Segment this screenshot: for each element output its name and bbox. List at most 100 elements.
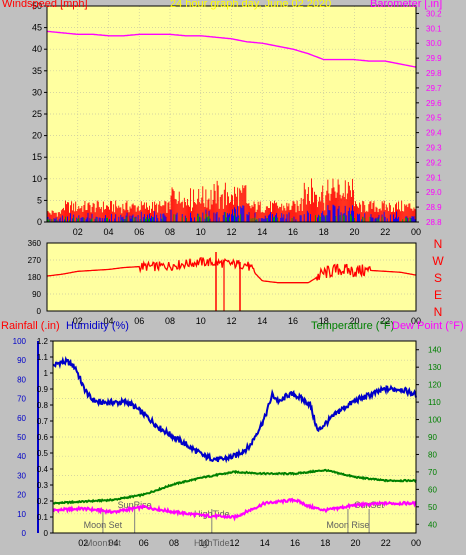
x-tick-label: 06 bbox=[134, 227, 144, 237]
degree-tick-label: 180 bbox=[28, 273, 42, 282]
x-tick-label: 02 bbox=[78, 538, 88, 548]
humidity-tick-label: 60 bbox=[17, 414, 26, 423]
dewpoint-axis-label: Dew Point (°F) bbox=[392, 320, 464, 332]
x-tick-label: 18 bbox=[320, 538, 330, 548]
temperature-tick-label: 90 bbox=[428, 433, 437, 442]
wind-direction-line bbox=[46, 256, 417, 284]
humidity-tick-label: 100 bbox=[13, 337, 27, 346]
humidity-line bbox=[52, 355, 417, 464]
temperature-axis-ticks: 40 50 60 70 80 90 100 110 120 130 140 bbox=[416, 346, 442, 529]
humidity-tick-label: 0 bbox=[22, 529, 27, 538]
rainfall-axis-ticks: 0 0.1 0.2 0.3 0.4 0.5 0.6 0.7 0.8 0.9 1 1.1 1.2 bbox=[37, 337, 53, 538]
temperature-tick-label: 80 bbox=[428, 450, 437, 459]
event-label: Moon Set bbox=[84, 520, 123, 530]
rainfall-axis-label: Rainfall (.in) bbox=[1, 320, 60, 332]
temperature-tick-label: 140 bbox=[428, 346, 442, 355]
windspeed-tick-label: 5 bbox=[37, 195, 42, 205]
direction-panel-border bbox=[46, 242, 417, 312]
barometer-axis-label: Barometer [.in] bbox=[370, 0, 443, 10]
chart-title: 24 hour graph day, June 02 2020 bbox=[170, 0, 332, 10]
x-tick-label: 14 bbox=[257, 227, 267, 237]
barometer-tick-label: 29.2 bbox=[426, 158, 442, 167]
windspeed-series bbox=[46, 178, 416, 222]
x-tick-label: 00 bbox=[411, 538, 421, 548]
x-tick-label: 12 bbox=[226, 227, 236, 237]
windspeed-tick-label: 10 bbox=[32, 174, 42, 184]
windspeed-tick-label: 35 bbox=[32, 66, 42, 76]
windspeed-tick-label: 50 bbox=[32, 1, 42, 11]
barometer-tick-label: 30.0 bbox=[426, 39, 442, 48]
direction-degree-ticks: 360 270 180 90 0 bbox=[28, 239, 42, 316]
rainfall-tick-label: 0.7 bbox=[37, 417, 49, 426]
dewpoint-line bbox=[52, 497, 417, 522]
x-tick-label: 08 bbox=[165, 227, 175, 237]
direction-panel-background bbox=[47, 243, 416, 311]
barometer-tick-label: 30.2 bbox=[426, 9, 442, 18]
x-tick-label: 16 bbox=[290, 538, 300, 548]
barometer-tick-label: 29.3 bbox=[426, 144, 442, 153]
compass-tick-label: W bbox=[432, 254, 444, 268]
x-tick-label: 04 bbox=[103, 316, 113, 326]
barometer-tick-label: 28.9 bbox=[426, 203, 442, 212]
barometer-axis-ticks: 28.8 28.9 29.0 29.1 29.2 29.3 29.4 29.5 29.6 29.7… bbox=[416, 9, 442, 227]
rainfall-tick-label: 0.2 bbox=[37, 497, 49, 506]
barometer-tick-label: 28.8 bbox=[426, 218, 442, 227]
bottom-event-labels: MoonSet HighTide bbox=[85, 538, 230, 548]
compass-tick-label: N bbox=[434, 305, 443, 319]
x-tick-label: 02 bbox=[73, 316, 83, 326]
x-tick-label: 06 bbox=[139, 538, 149, 548]
windspeed-tick-label: 15 bbox=[32, 152, 42, 162]
humidity-tick-label: 50 bbox=[17, 433, 26, 442]
x-tick-label: 22 bbox=[381, 538, 391, 548]
humidity-axis-label: Humidity (%) bbox=[66, 320, 129, 332]
compass-tick-label: E bbox=[434, 288, 442, 302]
x-tick-label: 00 bbox=[411, 227, 421, 237]
rainfall-tick-label: 0.9 bbox=[37, 385, 49, 394]
x-tick-label: 04 bbox=[108, 538, 118, 548]
x-tick-label: 12 bbox=[226, 316, 236, 326]
x-tick-label: 22 bbox=[380, 316, 390, 326]
humidity-tick-label: 70 bbox=[17, 395, 26, 404]
temperature-tick-label: 120 bbox=[428, 381, 442, 390]
windspeed-axis-ticks: 0 5 10 15 20 25 30 35 40 45 50 bbox=[32, 1, 47, 227]
windspeed-axis-label: Windspeed [mph] bbox=[2, 0, 88, 10]
rainfall-tick-label: 1.2 bbox=[37, 337, 49, 346]
degree-tick-label: 0 bbox=[37, 307, 42, 316]
degree-tick-label: 360 bbox=[28, 239, 42, 248]
temperature-tick-label: 110 bbox=[428, 398, 441, 407]
x-tick-label: 18 bbox=[319, 227, 329, 237]
barometer-line bbox=[46, 30, 417, 68]
rainfall-tick-label: 1 bbox=[44, 369, 49, 378]
windspeed-tick-label: 25 bbox=[32, 109, 42, 119]
x-tick-label: 20 bbox=[350, 538, 360, 548]
rainfall-tick-label: 0.6 bbox=[37, 433, 49, 442]
rainfall-tick-label: 1.1 bbox=[37, 353, 49, 362]
x-tick-label: 06 bbox=[134, 316, 144, 326]
x-tick-label: 20 bbox=[349, 316, 359, 326]
compass-tick-label: N bbox=[434, 237, 443, 251]
degree-tick-label: 90 bbox=[32, 290, 41, 299]
humidity-axis-ticks: 0 10 20 30 40 50 60 70 80 90 100 bbox=[13, 337, 27, 538]
rainfall-tick-label: 0.4 bbox=[37, 465, 49, 474]
windspeed-tick-label: 20 bbox=[32, 131, 42, 141]
barometer-tick-label: 29.0 bbox=[426, 188, 442, 197]
humidity-tick-label: 30 bbox=[17, 471, 26, 480]
temperature-tick-label: 130 bbox=[428, 363, 442, 372]
x-tick-label: 00 bbox=[411, 316, 421, 326]
x-tick-label: 20 bbox=[349, 227, 359, 237]
x-tick-label: 04 bbox=[103, 227, 113, 237]
humidity-tick-label: 80 bbox=[17, 375, 26, 384]
x-tick-label: 16 bbox=[288, 227, 298, 237]
barometer-tick-label: 29.1 bbox=[426, 173, 442, 182]
barometer-tick-label: 29.6 bbox=[426, 99, 442, 108]
barometer-tick-label: 29.8 bbox=[426, 69, 442, 78]
rainfall-tick-label: 0.8 bbox=[37, 401, 49, 410]
humidity-tick-label: 10 bbox=[17, 510, 26, 519]
compass-tick-label: S bbox=[434, 271, 442, 285]
x-tick-label: 12 bbox=[229, 538, 239, 548]
barometer-tick-label: 30.1 bbox=[426, 24, 442, 33]
x-tick-label: 08 bbox=[165, 316, 175, 326]
rainfall-tick-label: 0.3 bbox=[37, 481, 49, 490]
